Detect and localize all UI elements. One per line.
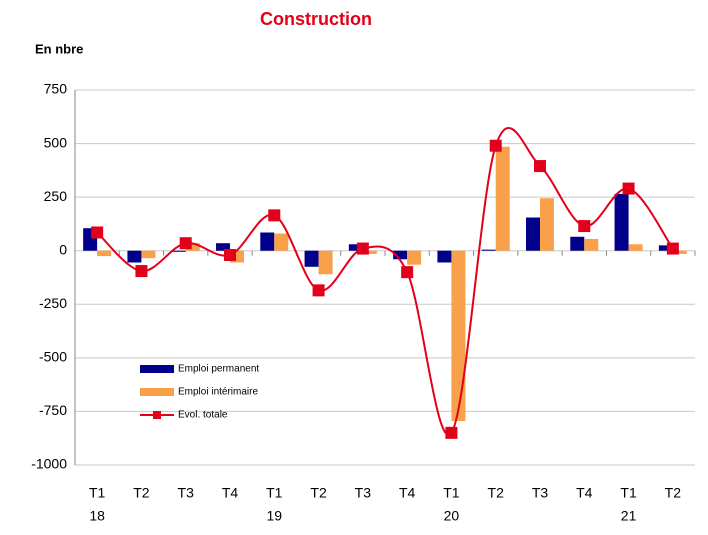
line-marker	[401, 266, 414, 279]
bar	[141, 250, 156, 259]
bar	[304, 250, 319, 267]
x-tick-label: T1	[266, 485, 283, 501]
legend-label: Emploi intérimaire	[178, 387, 258, 398]
bar	[481, 249, 496, 251]
line-marker	[489, 139, 502, 152]
bar	[540, 198, 554, 251]
x-tick-label: T2	[133, 485, 150, 501]
bar	[437, 250, 452, 263]
bar	[393, 250, 408, 260]
line-marker	[91, 226, 104, 239]
x-tick-label: T2	[310, 485, 327, 501]
y-tick-label: 0	[59, 241, 67, 257]
legend-swatch	[140, 365, 174, 373]
bar	[97, 250, 112, 257]
x-year-label: 19	[266, 508, 282, 524]
line-marker	[578, 220, 591, 233]
line	[96, 127, 674, 436]
bar	[584, 238, 599, 251]
bar	[672, 250, 687, 254]
legend-swatch	[140, 388, 174, 396]
x-tick-label: T1	[443, 485, 460, 501]
line-marker	[622, 182, 635, 195]
bar	[658, 245, 673, 251]
x-tick-label: T3	[178, 485, 195, 501]
chart-title: Construction	[260, 9, 372, 29]
bar	[526, 217, 540, 251]
bar	[230, 250, 244, 263]
y-tick-label: -500	[39, 349, 67, 365]
bar	[348, 244, 363, 251]
bar	[274, 233, 289, 251]
y-tick-label: 500	[44, 134, 68, 150]
bar	[260, 232, 275, 251]
x-tick-label: T1	[89, 485, 106, 501]
bar	[185, 243, 200, 251]
bar	[451, 250, 466, 422]
line-marker	[179, 237, 192, 250]
x-year-label: 21	[621, 508, 637, 524]
bar	[171, 250, 186, 252]
line-marker	[135, 265, 148, 278]
y-tick-label: 250	[44, 188, 68, 204]
bar	[495, 146, 510, 251]
x-tick-label: T4	[399, 485, 416, 501]
legend-label: Evol. totale	[178, 410, 228, 421]
bar	[570, 236, 585, 251]
x-tick-label: T4	[576, 485, 593, 501]
bar	[127, 250, 142, 263]
line-marker	[445, 426, 458, 439]
line-marker	[666, 242, 679, 255]
y-axis-label: En nbre	[35, 41, 83, 56]
x-tick-label: T4	[222, 485, 239, 501]
x-year-label: 20	[444, 508, 460, 524]
bar	[318, 250, 333, 275]
line-marker	[224, 249, 236, 261]
bar	[362, 250, 377, 254]
y-tick-label: -750	[39, 402, 67, 418]
line-marker	[534, 160, 546, 173]
x-tick-label: T3	[532, 485, 549, 501]
line-marker	[356, 242, 369, 255]
bar	[628, 244, 643, 251]
y-tick-label: 750	[44, 81, 68, 97]
bar	[614, 193, 629, 251]
bar	[407, 250, 422, 265]
line-marker	[268, 209, 281, 222]
x-tick-label: T3	[355, 485, 372, 501]
x-tick-label: T1	[620, 485, 637, 501]
y-tick-label: -250	[39, 295, 67, 311]
x-tick-label: T2	[665, 485, 682, 501]
line-marker	[312, 284, 325, 297]
x-year-label: 18	[89, 508, 105, 524]
x-tick-label: T2	[488, 485, 505, 501]
legend-swatch	[153, 411, 161, 419]
bar	[216, 243, 230, 251]
y-tick-label: -1000	[31, 456, 67, 472]
legend-label: Emploi permanent	[178, 364, 259, 375]
